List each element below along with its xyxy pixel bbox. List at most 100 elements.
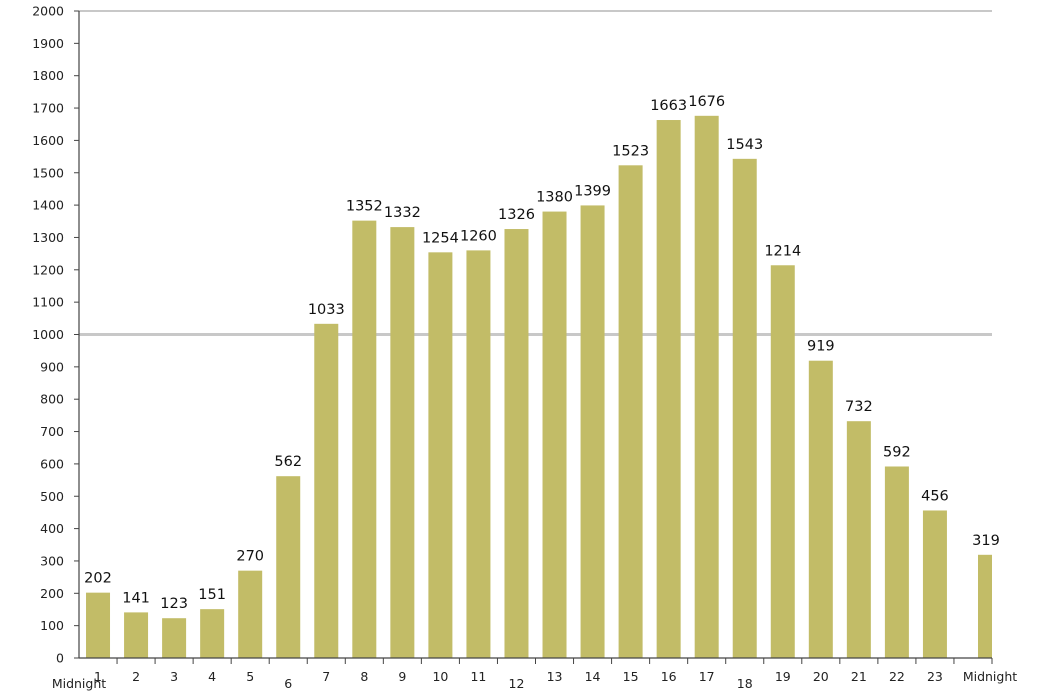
- data-label: 1214: [764, 243, 801, 259]
- y-tick-label: 100: [40, 618, 64, 633]
- y-tick-label: 400: [40, 521, 64, 536]
- bar: [542, 211, 567, 658]
- x-tick-label: 9: [398, 669, 406, 684]
- x-tick-label: 14: [585, 669, 601, 684]
- y-axis-ticks: 0 100 200 300 400 500 600 700 800 900 1000 1100 1200…: [32, 4, 79, 666]
- y-tick-label: 1300: [32, 230, 64, 245]
- x-tick-label: 1: [94, 669, 102, 684]
- x-tick-label: 20: [813, 669, 829, 684]
- x-tick-label: 6: [284, 676, 292, 691]
- x-tick-label: 18: [737, 676, 753, 691]
- bar: [732, 158, 757, 659]
- y-tick-label: 1700: [32, 101, 64, 116]
- bar: [884, 466, 909, 658]
- y-tick-label: 1400: [32, 198, 64, 213]
- y-tick-label: 1500: [32, 165, 64, 180]
- bar: [694, 115, 719, 658]
- bar: [314, 323, 339, 658]
- x-tick-label: 17: [699, 669, 715, 684]
- x-tick-label: 13: [547, 669, 563, 684]
- bar: [846, 421, 871, 658]
- data-label: 151: [198, 587, 226, 603]
- data-label: 1543: [726, 137, 763, 153]
- x-tick-label: 23: [927, 669, 943, 684]
- data-label: 1380: [536, 190, 573, 206]
- x-tick-label: 21: [851, 669, 867, 684]
- y-tick-label: 1900: [32, 36, 64, 51]
- x-tick-label: 22: [889, 669, 905, 684]
- data-label: 202: [84, 571, 112, 587]
- x-tick-label: Midnight: [963, 669, 1017, 684]
- gridlines: [79, 10, 992, 336]
- x-tick-label: 3: [170, 669, 178, 684]
- data-label: 270: [236, 549, 264, 565]
- data-label: 592: [883, 444, 911, 460]
- x-tick-label: 12: [509, 676, 525, 691]
- bar: [390, 227, 415, 658]
- bars: [86, 115, 992, 659]
- bar: [276, 476, 301, 658]
- y-tick-label: 600: [40, 456, 64, 471]
- data-label: 919: [807, 339, 835, 355]
- bar: [200, 609, 225, 658]
- y-tick-label: 0: [56, 651, 64, 666]
- bar: [978, 554, 992, 658]
- data-label: 1399: [574, 183, 611, 199]
- data-label: 1332: [384, 205, 421, 221]
- data-label: 123: [160, 596, 188, 612]
- data-label: 141: [122, 590, 150, 606]
- x-tick-label: 15: [623, 669, 639, 684]
- y-tick-label: 2000: [32, 4, 64, 19]
- x-axis-ticks: Midnight 1 2 3 4 5 6 7 8 9 10 11 12 13 14 15 16 17 18 19 20…: [52, 658, 1017, 691]
- x-tick-label: 5: [246, 669, 254, 684]
- bar: [124, 612, 149, 658]
- y-tick-label: 200: [40, 586, 64, 601]
- data-label: 1254: [422, 230, 459, 246]
- bar: [580, 205, 605, 658]
- x-tick-label: 19: [775, 669, 791, 684]
- bar: [808, 360, 833, 658]
- data-label: 1663: [650, 98, 687, 114]
- data-label: 456: [921, 488, 949, 504]
- y-tick-label: 500: [40, 489, 64, 504]
- y-tick-label: 900: [40, 359, 64, 374]
- y-tick-label: 800: [40, 392, 64, 407]
- bar: [466, 250, 491, 658]
- data-label: 562: [274, 454, 302, 470]
- data-label: 1523: [612, 143, 649, 159]
- x-tick-label-start: Midnight: [52, 676, 106, 691]
- y-tick-label: 1800: [32, 68, 64, 83]
- bar: [352, 220, 377, 659]
- x-tick-label: 2: [132, 669, 140, 684]
- x-tick-label: 8: [360, 669, 368, 684]
- data-label: 1352: [346, 199, 383, 215]
- bar: [86, 592, 111, 658]
- y-tick-label: 1600: [32, 133, 64, 148]
- x-tick-label: 4: [208, 669, 216, 684]
- y-tick-label: 300: [40, 553, 64, 568]
- x-tick-label: 16: [661, 669, 677, 684]
- bar: [922, 510, 947, 658]
- bar: [618, 165, 643, 658]
- x-tick-label: 7: [322, 669, 330, 684]
- x-tick-label: 11: [470, 669, 486, 684]
- bar: [656, 120, 681, 658]
- data-label: 732: [845, 399, 873, 415]
- bar: [770, 265, 795, 658]
- y-tick-label: 1100: [32, 295, 64, 310]
- x-tick-label: 10: [432, 669, 448, 684]
- y-tick-label: 700: [40, 424, 64, 439]
- bar: [162, 618, 187, 658]
- data-label: 1260: [460, 228, 497, 244]
- data-label: 1676: [688, 94, 725, 110]
- data-label: 1326: [498, 207, 535, 223]
- y-tick-label: 1000: [32, 327, 64, 342]
- bar: [238, 570, 263, 658]
- data-label: 319: [972, 533, 1000, 549]
- bar: [428, 252, 453, 658]
- bar: [504, 229, 529, 658]
- y-tick-label: 1200: [32, 262, 64, 277]
- data-label: 1033: [308, 302, 345, 318]
